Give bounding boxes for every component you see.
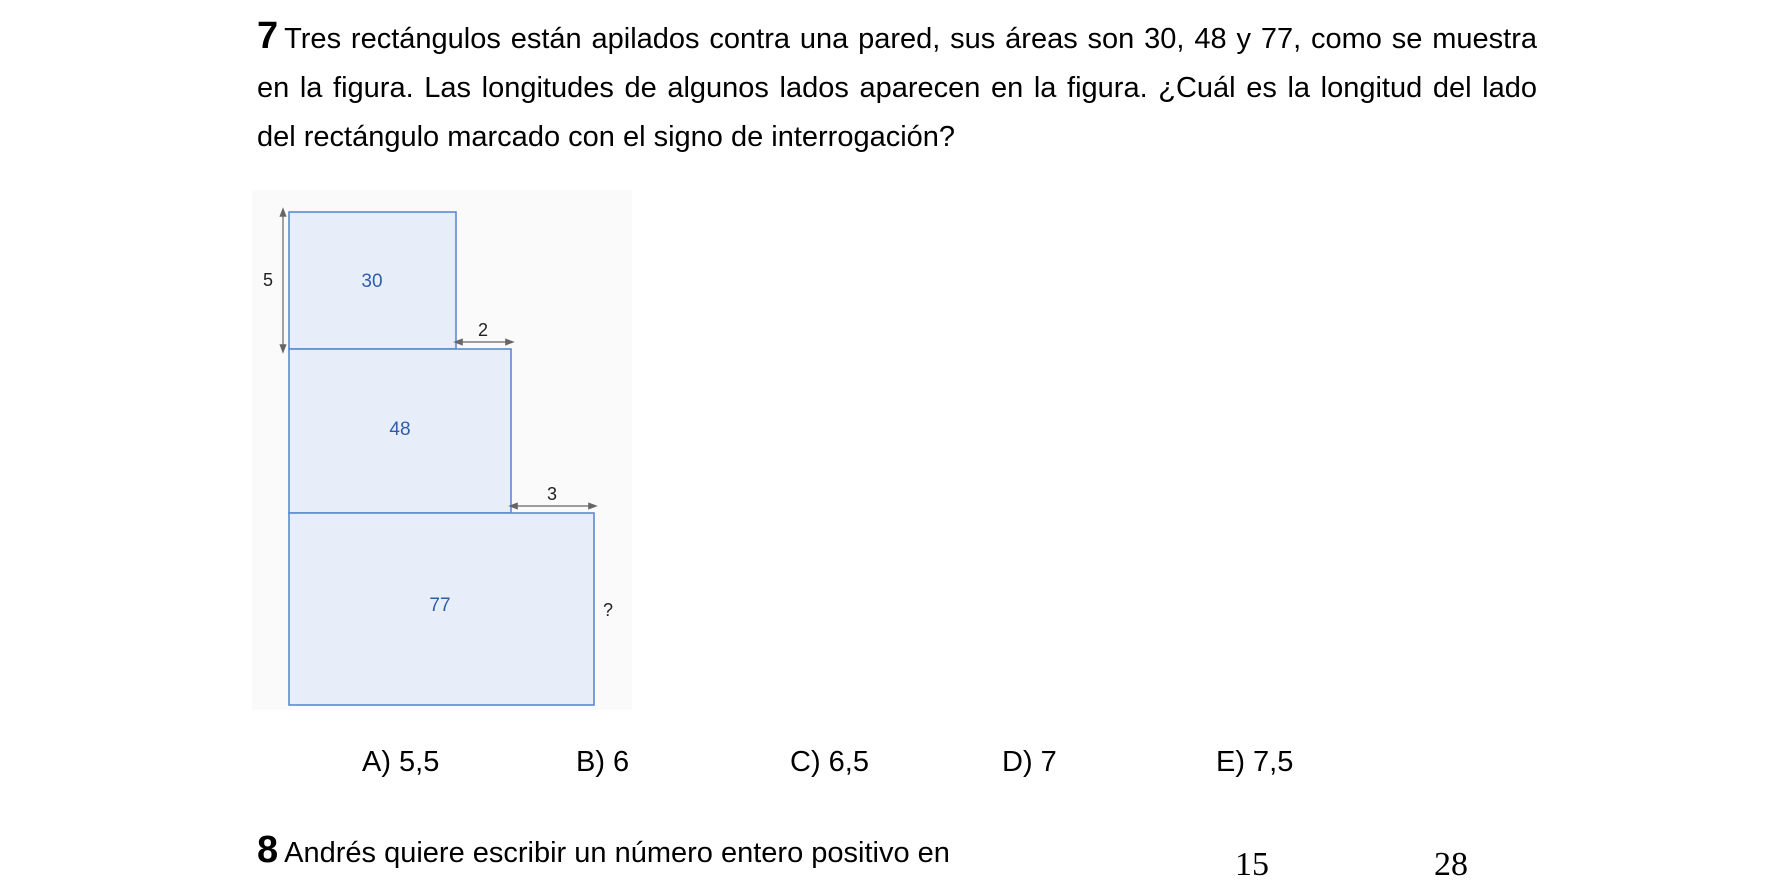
rectangle-area-77 <box>288 512 595 706</box>
problem-8: 8 Andrés quiere escribir un número entero… <box>257 826 1537 878</box>
area-77-label: 77 <box>429 595 450 616</box>
step-3-label: 3 <box>547 484 557 504</box>
left-side-label: 5 <box>263 270 273 290</box>
answer-option-a: A) 5,5 <box>362 746 440 778</box>
cutoff-number: 28 <box>1434 846 1468 883</box>
cutoff-number: 15 <box>1235 846 1269 883</box>
answer-option-b: B) 6 <box>576 746 630 778</box>
answer-option-c: C) 6,5 <box>790 746 869 778</box>
stacked-rectangles-figure: 5 2 3 30 48 77 ? <box>252 190 632 715</box>
step-2-label: 2 <box>478 320 488 340</box>
answer-option-e: E) 7,5 <box>1216 746 1294 778</box>
unknown-side-label: ? <box>603 600 613 620</box>
rectangle-area-48 <box>288 348 512 514</box>
problem-number: 7 <box>257 15 279 57</box>
problem-7: 7 Tres rectángulos están apilados contra … <box>257 12 1537 162</box>
problem-statement: Tres rectángulos están apilados contra u… <box>257 23 1537 153</box>
problem-number: 8 <box>257 829 279 871</box>
area-30-label: 30 <box>361 271 382 292</box>
area-48-label: 48 <box>389 419 410 440</box>
answer-option-d: D) 7 <box>1002 746 1057 778</box>
rectangle-area-30 <box>288 211 457 350</box>
figure-svg: 5 2 3 30 48 77 ? <box>252 190 632 710</box>
problem-statement: Andrés quiere escribir un número entero … <box>284 837 950 869</box>
